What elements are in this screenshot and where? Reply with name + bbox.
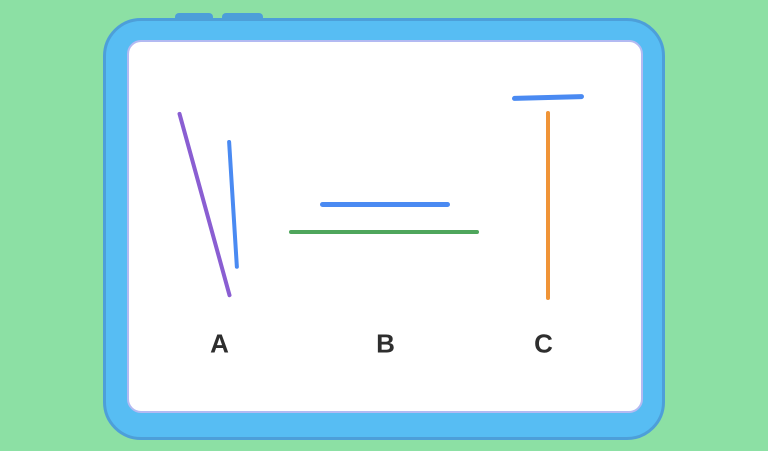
line-c-orange-vertical xyxy=(546,111,550,300)
line-b-green-horizontal xyxy=(289,230,479,234)
line-c-blue-horizontal xyxy=(511,93,585,101)
bottom-strip xyxy=(0,451,768,453)
group-label-c: C xyxy=(534,328,554,359)
line-canvas xyxy=(127,40,643,413)
tablet-screen: A B C xyxy=(127,40,643,413)
group-label-a: A xyxy=(210,328,230,359)
group-label-b: B xyxy=(376,328,396,359)
line-a-purple-slanted xyxy=(177,111,232,298)
line-b-blue-horizontal xyxy=(320,201,450,207)
line-a-blue-slanted xyxy=(227,139,239,270)
